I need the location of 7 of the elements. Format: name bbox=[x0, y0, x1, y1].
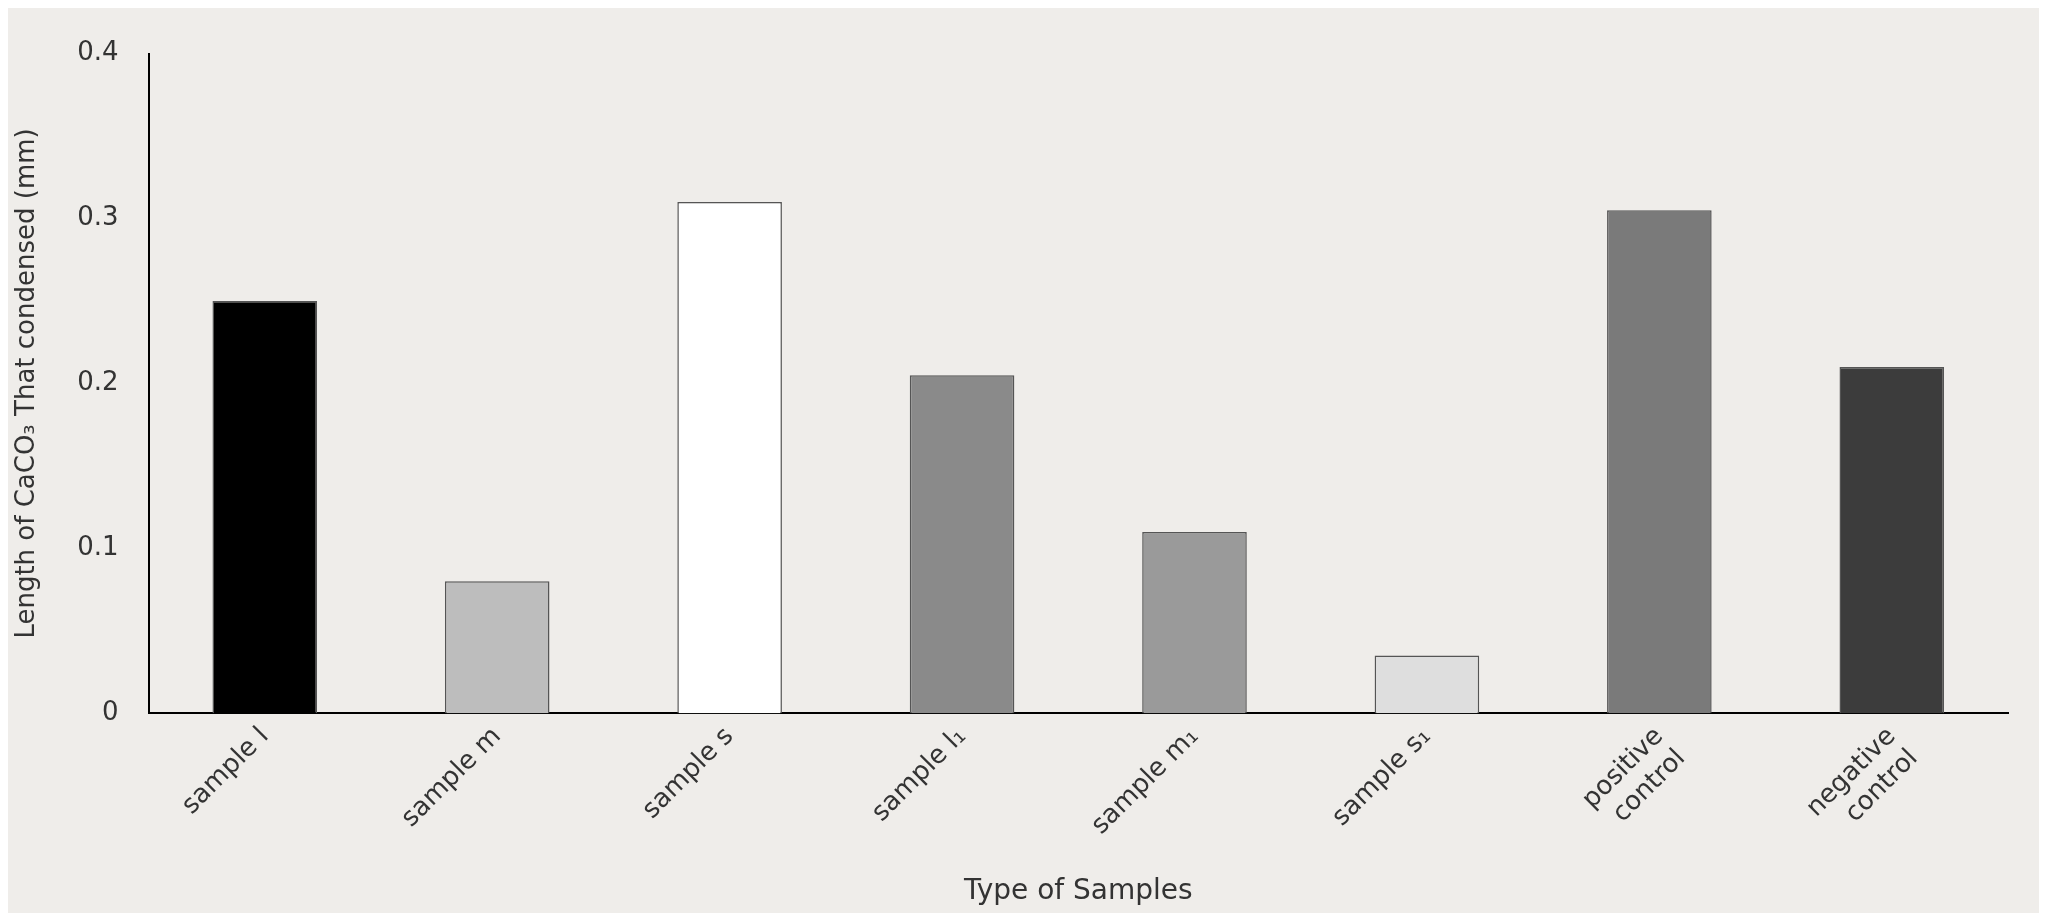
y-tick-label: 0.3 bbox=[77, 201, 119, 232]
y-tick-label: 0.2 bbox=[77, 366, 119, 397]
x-axis-title: Type of Samples bbox=[962, 873, 1193, 907]
y-tick-label: 0.4 bbox=[77, 36, 119, 67]
y-tick-label: 0.1 bbox=[77, 531, 119, 562]
y-tick-label: 0 bbox=[102, 696, 119, 727]
y-axis-title: Length of CaCO₃ That condensed (mm) bbox=[10, 128, 41, 639]
